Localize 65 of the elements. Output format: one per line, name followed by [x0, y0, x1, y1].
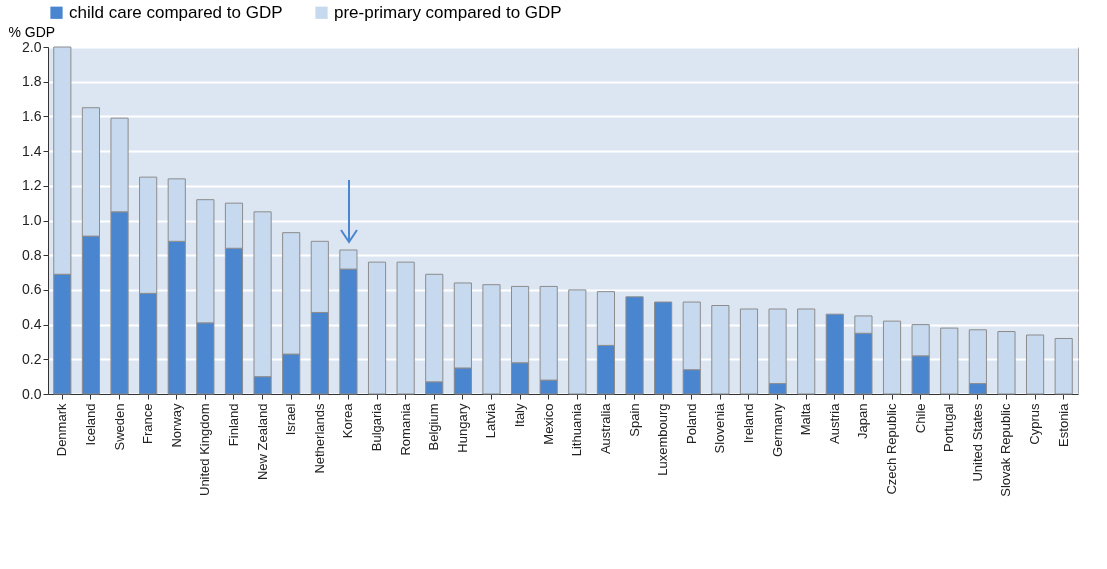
x-tick-label: Norway: [168, 403, 184, 448]
bar: [482, 284, 501, 395]
x-tick-label: Bulgaria: [369, 402, 385, 452]
x-tick-label: Mexico: [540, 403, 556, 445]
x-tick-label: Chile: [912, 403, 928, 434]
y-tick-label: 1.8: [22, 73, 42, 90]
x-tick-label: Iceland: [82, 403, 98, 446]
x-tick-label: Japan: [855, 403, 871, 439]
x-tick-label: Ireland: [740, 403, 756, 444]
x-tick-label: Australia: [597, 402, 613, 455]
x-tick-label: Cyprus: [1027, 403, 1043, 445]
bar: [797, 308, 816, 395]
x-tick-label: Germany: [769, 403, 785, 457]
bar: [882, 320, 902, 395]
x-tick-label: Lithuania: [569, 402, 585, 457]
x-tick-label: Finland: [225, 403, 241, 447]
x-tick-label: New Zealand: [254, 403, 270, 481]
x-tick-label: Poland: [683, 403, 699, 444]
y-tick-label: 1.4: [22, 142, 42, 159]
bar: [940, 327, 959, 395]
legend-label: child care compared to GDP: [69, 2, 283, 22]
x-tick-label: Czech Republic: [884, 403, 900, 495]
x-tick-label: Belgium: [426, 403, 442, 451]
x-tick-label: Israel: [283, 403, 299, 436]
y-tick-label: 1.2: [22, 177, 42, 194]
y-tick-label: 1.0: [22, 212, 42, 228]
x-tick-label: Austria: [826, 402, 842, 444]
bar: [997, 331, 1016, 395]
x-tick-label: Netherlands: [311, 403, 327, 474]
bar: [739, 308, 759, 395]
y-tick-label: 0.2: [22, 350, 42, 367]
x-tick-label: Latvia: [483, 402, 499, 439]
x-tick-label: Estonia: [1055, 402, 1071, 447]
bar: [711, 305, 730, 395]
x-tick-label: Portugal: [941, 403, 957, 452]
bar: [568, 289, 587, 395]
x-tick-label: Spain: [626, 403, 642, 437]
bar: [654, 301, 673, 395]
legend-label: pre-primary compared to GDP: [334, 2, 562, 22]
y-tick-label: 0.6: [22, 281, 42, 298]
x-tick-label: Denmark: [54, 403, 70, 457]
y-tick-label: 0.8: [22, 246, 42, 263]
x-tick-label: Korea: [340, 402, 356, 439]
x-tick-label: Sweden: [111, 403, 127, 451]
y-tick-label: 1.6: [22, 107, 42, 124]
bar: [625, 296, 644, 395]
x-tick-label: Hungary: [454, 403, 470, 453]
bar: [825, 313, 844, 395]
y-tick-label: 0.0: [22, 385, 42, 402]
y-tick-label: 0.4: [22, 316, 42, 333]
x-tick-label: United States: [969, 403, 985, 482]
bar: [396, 261, 415, 395]
x-tick-label: Slovenia: [712, 402, 728, 454]
bar: [1054, 337, 1073, 395]
y-axis-title: % GDP: [8, 23, 56, 40]
x-tick-label: Italy: [512, 403, 528, 428]
x-tick-label: Romania: [397, 402, 413, 456]
x-tick-label: France: [140, 403, 156, 444]
x-tick-label: United Kingdom: [197, 403, 213, 496]
bar: [1026, 334, 1045, 395]
y-tick-label: 2.0: [22, 38, 42, 55]
x-tick-label: Malta: [798, 402, 814, 436]
x-tick-label: Slovak Republic: [998, 403, 1014, 497]
bar: [367, 261, 387, 395]
x-tick-label: Luxembourg: [655, 403, 671, 476]
